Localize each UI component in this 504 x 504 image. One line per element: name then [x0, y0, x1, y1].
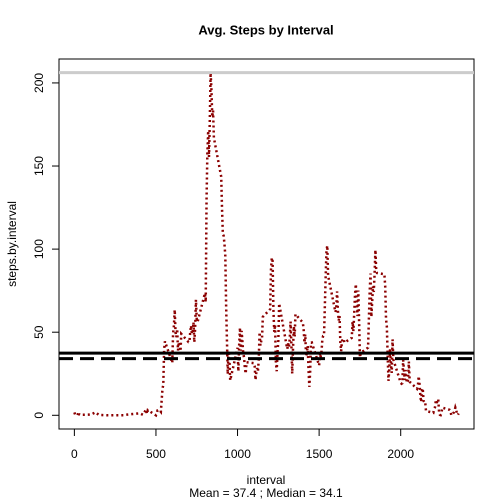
y-tick-label: 100 — [32, 239, 46, 259]
y-tick-label: 0 — [32, 412, 46, 419]
subtitle: Mean = 37.4 ; Median = 34.1 — [189, 486, 343, 500]
x-tick-label: 0 — [71, 447, 78, 461]
x-tick-label: 2000 — [387, 447, 414, 461]
x-tick-label: 1000 — [224, 447, 251, 461]
data-line — [73, 72, 460, 419]
x-tick-label: 500 — [146, 447, 166, 461]
y-axis-label: steps.by.interval — [5, 201, 19, 287]
y-tick-label: 200 — [32, 73, 46, 93]
chart-title: Avg. Steps by Interval — [198, 22, 333, 37]
x-tick-label: 1500 — [306, 447, 333, 461]
y-tick-label: 150 — [32, 156, 46, 176]
y-tick-label: 50 — [32, 325, 46, 339]
plot-box — [58, 58, 475, 430]
x-axis-label: interval — [247, 473, 286, 487]
